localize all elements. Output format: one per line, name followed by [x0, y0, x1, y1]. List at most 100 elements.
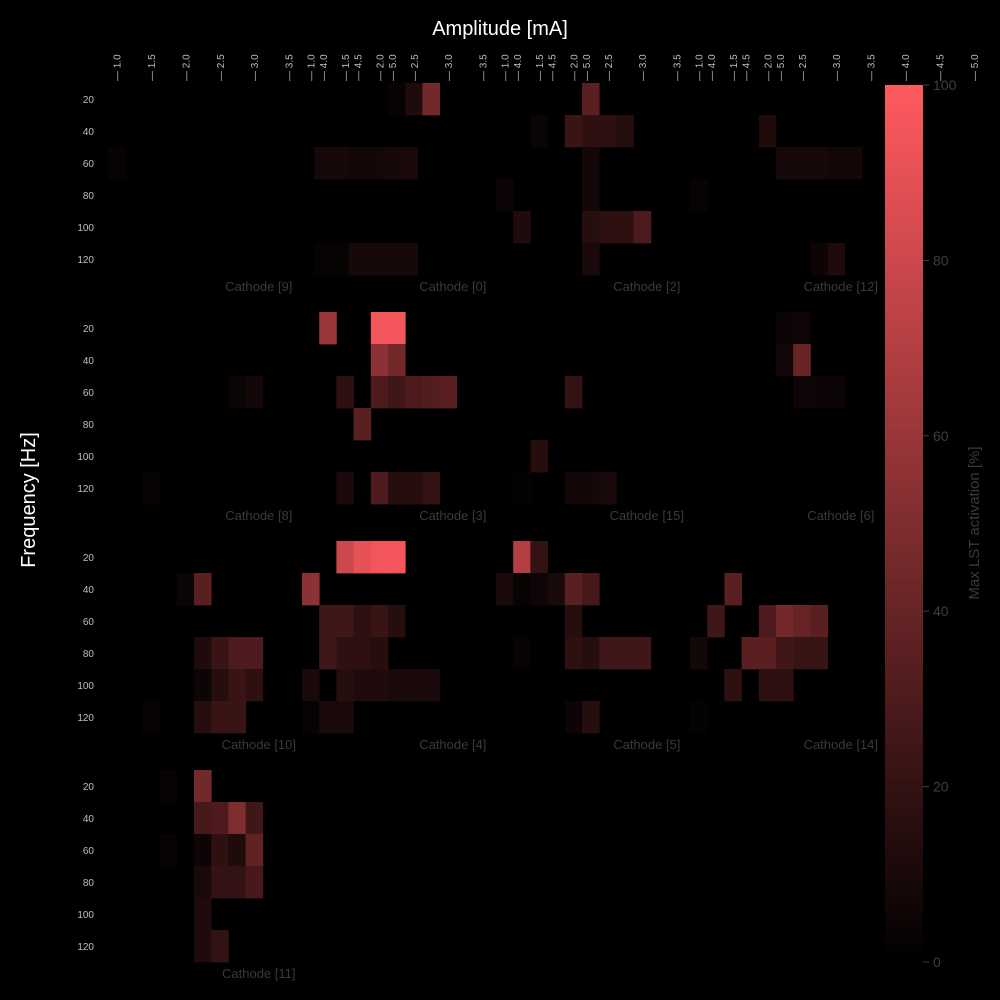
heatmap-cell	[724, 573, 742, 606]
heatmap-cell	[370, 541, 389, 574]
heatmap-cell	[599, 211, 617, 244]
panel-label: Cathode [3]	[419, 508, 486, 523]
colorbar-tick-label: 60	[933, 428, 949, 444]
y-tick-label: 120	[77, 942, 94, 953]
heatmap-cell	[370, 669, 389, 702]
heatmap-panel: 20 40 60 80 100 120 — 1.0 — 1.5 — 2.0 — 2.5 — 3.0 —…	[77, 54, 418, 294]
heatmap-cell	[211, 701, 229, 734]
heatmap-cell	[245, 866, 264, 899]
heatmap-cell	[331, 243, 350, 276]
heatmap-cell	[302, 701, 320, 734]
heatmap-cell	[405, 669, 423, 702]
heatmap-panel: Cathode [14]	[690, 573, 878, 752]
heatmap-cell	[142, 472, 160, 505]
heatmap-cell	[194, 898, 212, 931]
heatmap-cell	[599, 115, 617, 148]
heatmap-cell	[331, 147, 350, 180]
heatmap-cell	[422, 472, 440, 505]
colorbar-tick-label: 0	[933, 954, 941, 970]
x-tick-label: — 1.5	[535, 54, 546, 81]
heatmap-cell	[810, 605, 828, 638]
x-tick-label: — 1.0	[501, 54, 512, 81]
heatmap-cell	[228, 802, 246, 835]
heatmap-panel: 20 40 60 80 100 120 Cathode [10]	[77, 553, 296, 752]
colorbar-tick-label: 80	[933, 252, 949, 268]
y-tick-label: 80	[83, 649, 95, 660]
heatmap-cell	[194, 802, 212, 835]
heatmap-cell	[302, 669, 320, 702]
heatmap-cell	[582, 211, 600, 244]
heatmap-cell	[353, 541, 372, 574]
x-tick-label: — 4.0	[319, 54, 330, 81]
heatmap-cell	[245, 802, 264, 835]
heatmap-cell	[633, 637, 652, 670]
heatmap-cell	[793, 312, 811, 345]
panel-label: Cathode [11]	[222, 966, 295, 981]
x-tick-label: — 3.0	[638, 54, 649, 81]
heatmap-cell	[564, 573, 583, 606]
heatmap-cell	[582, 701, 600, 734]
heatmap-cell	[690, 701, 708, 734]
x-tick-label: — 3.5	[285, 54, 296, 81]
y-tick-label: 100	[77, 223, 94, 234]
heatmap-cell	[582, 179, 600, 212]
heatmap-cell	[513, 573, 531, 606]
x-tick-label: — 4.5	[741, 54, 752, 81]
heatmap-cell	[194, 834, 212, 867]
heatmap-cell	[405, 83, 423, 116]
heatmap-cell	[582, 573, 600, 606]
colorbar-tick-label: 40	[933, 603, 949, 619]
x-tick-label: — 2.0	[569, 54, 580, 81]
heatmap-cell	[582, 243, 600, 276]
heatmap-cell	[211, 637, 229, 670]
heatmap-cell	[388, 472, 406, 505]
panel-label: Cathode [8]	[225, 508, 292, 523]
heatmap-cell	[228, 669, 246, 702]
heatmap-cell	[108, 147, 126, 180]
y-tick-label: 120	[77, 484, 94, 495]
heatmap-cell	[810, 147, 828, 180]
heatmap-cell	[776, 669, 794, 702]
heatmap-cell	[211, 930, 229, 963]
heatmap-cell	[228, 376, 246, 409]
panel-label: Cathode [6]	[807, 508, 874, 523]
heatmap-cell	[194, 669, 212, 702]
heatmap-cell	[370, 605, 389, 638]
heatmap-cell	[211, 669, 229, 702]
heatmap-cell	[194, 701, 212, 734]
heatmap-cell	[245, 669, 264, 702]
heatmap-cell	[844, 147, 863, 180]
heatmap-cell	[336, 541, 354, 574]
heatmap-cell	[616, 115, 634, 148]
heatmap-panel: Cathode [15]	[513, 376, 684, 523]
heatmap-panel: 20 40 60 80 100 120 Cathode [11]	[77, 770, 296, 981]
heatmap-cell	[370, 637, 389, 670]
panel-label: Cathode [15]	[610, 508, 684, 523]
heatmap-cell	[599, 637, 617, 670]
heatmap-panel: 20 40 60 80 100 120 Cathode [8]	[77, 324, 292, 523]
heatmap-cell	[245, 834, 264, 867]
heatmap-cell	[496, 179, 514, 212]
heatmap-cell	[616, 637, 634, 670]
panel-label: Cathode [0]	[419, 279, 486, 294]
x-tick-label: — 5.0	[582, 54, 593, 81]
heatmap-cell	[194, 770, 212, 803]
heatmap-cell	[400, 147, 418, 180]
heatmap-cell	[302, 573, 320, 606]
heatmap-cell	[776, 147, 794, 180]
heatmap-cell	[793, 344, 811, 377]
heatmap-cell	[690, 179, 708, 212]
x-tick-label: — 4.5	[547, 54, 558, 81]
heatmap-cell	[582, 472, 600, 505]
heatmap-cell	[388, 605, 406, 638]
heatmap-cell	[513, 637, 531, 670]
x-tick-label: — 2.5	[216, 54, 227, 81]
heatmap-cell	[793, 147, 811, 180]
heatmap-cell	[353, 605, 372, 638]
y-tick-label: 60	[83, 617, 95, 628]
x-tick-label: — 5.0	[388, 54, 399, 81]
heatmap-cell	[616, 211, 634, 244]
heatmap-cell	[582, 115, 600, 148]
heatmap-cell	[827, 147, 846, 180]
